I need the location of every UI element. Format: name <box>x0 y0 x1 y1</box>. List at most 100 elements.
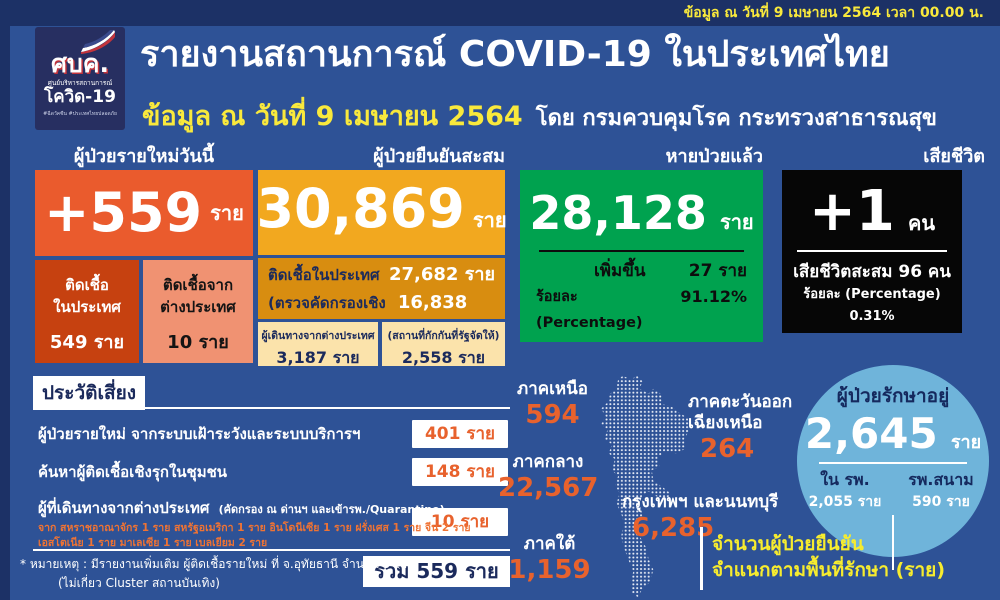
ccsa-logo: ศบค. ศูนย์บริหารสถานการณ์ โควิด-19 #ฉีดว… <box>35 27 125 130</box>
cumulative-unit: ราย <box>472 208 507 232</box>
deaths-pct-value: 0.31% <box>849 309 895 324</box>
recovered-pct-value: 91.12% <box>680 287 747 306</box>
travellers-value: 3,187 ราย <box>276 348 360 367</box>
recovered-pct-label: ร้อยละ (Percentage) <box>536 289 643 331</box>
treating-field-value: 590 ราย <box>912 494 970 510</box>
new-cases-main-box: +559 ราย <box>35 170 253 256</box>
thailand-dotted-map <box>601 375 690 598</box>
region-south: ภาคใต้ 1,159 <box>502 534 597 585</box>
recovered-value: 28,128 <box>529 186 707 240</box>
region-north-name: ภาคเหนือ <box>517 379 588 399</box>
treating-unit: ราย <box>950 432 982 453</box>
recovered-increase-label: เพิ่มขึ้น <box>594 261 646 281</box>
risk-row-travellers-label: ผู้ที่เดินทางจากต่างประเทศ (คัดกรอง ณ ด่… <box>38 499 445 517</box>
risk-heading-underline <box>144 407 510 409</box>
footnote-line2: (ไม่เกี่ยว Cluster สถานบันเทิง) <box>58 576 220 590</box>
deaths-cum-value: 96 คน <box>898 262 951 282</box>
region-northeast: ภาคตะวันออก เฉียงเหนือ 264 <box>688 392 828 464</box>
map-caption-line2: จำแนกตามพื้นที่รักษา (ราย) <box>712 559 946 581</box>
new-cases-unit: ราย <box>210 201 244 225</box>
risk-row-proactive-value: 148 ราย <box>412 458 508 486</box>
deaths-value: +1 <box>808 179 895 244</box>
region-bangkok: กรุงเทพฯ และนนทบุรี 6,285 <box>622 492 822 543</box>
subtitle-source: โดย กรมควบคุมโรค กระทรวงสาธารณสุข <box>535 106 937 131</box>
risk-total-divider <box>33 549 510 551</box>
deaths-card-header: เสียชีวิต <box>923 146 985 167</box>
risk-row-travellers-sublabel: (คัดกรอง ณ ด่านฯ และเข้ารพ./Quarantine) <box>218 503 445 516</box>
page-title: รายงานสถานการณ์ COVID-19 ในประเทศไทย <box>140 34 890 75</box>
treating-field-col: รพ.สนาม 590 ราย <box>893 468 989 512</box>
deaths-pct-label: ร้อยละ (Percentage) <box>803 287 941 302</box>
abroad-value: 10 ราย <box>167 332 229 353</box>
domestic-label-line1: ติดเชื้อ <box>65 276 109 294</box>
region-bangkok-name: กรุงเทพฯ และนนทบุรี <box>622 492 779 512</box>
state-quarantine-value: 2,558 ราย <box>401 348 486 367</box>
treating-hospital-value: 2,055 ราย <box>808 494 882 510</box>
deaths-unit: คน <box>907 211 936 235</box>
risk-row-proactive-label: ค้นหาผู้ติดเชื้อเชิงรุกในชุมชน <box>38 463 228 481</box>
state-quarantine-label: (สถานที่กักกันที่รัฐจัดให้) <box>387 330 500 342</box>
domestic-value: 549 ราย <box>49 332 125 353</box>
region-central-value: 22,567 <box>498 473 599 503</box>
subtitle-date: ข้อมูล ณ วันที่ 9 เมษายน 2564 <box>142 101 523 132</box>
region-north-value: 594 <box>525 400 580 430</box>
recovered-pct-row: ร้อยละ (Percentage) 91.12% <box>520 284 763 336</box>
deaths-box: +1 คน เสียชีวิตสะสม 96 คน ร้อยละ (Percen… <box>782 170 962 333</box>
abroad-infection-box: ติดเชื้อจาก ต่างประเทศ 10 ราย <box>143 260 253 363</box>
risk-row-surveillance-label: ผู้ป่วยรายใหม่ จากระบบเฝ้าระวังและระบบบร… <box>38 425 361 443</box>
travellers-detail-line2: เอสโตเนีย 1 ราย มาเลเซีย 1 ราย เบลเยียม … <box>38 537 268 549</box>
recovered-increase-row: เพิ่มขึ้น 27 ราย <box>520 258 763 284</box>
risk-total-badge: รวม 559 ราย <box>363 556 510 587</box>
travellers-detail-line1: จาก สหราชอาณาจักร 1 ราย สหรัฐอเมริกา 1 ร… <box>38 522 471 534</box>
cumulative-card-header: ผู้ป่วยยืนยันสะสม <box>373 146 505 167</box>
logo-abbr: ศบค. <box>51 49 109 78</box>
region-south-name: ภาคใต้ <box>523 534 576 554</box>
risk-row-travellers-value: 10 ราย <box>412 508 508 536</box>
cumulative-main-box: 30,869 ราย <box>256 170 507 255</box>
recovered-divider <box>539 250 744 252</box>
region-north: ภาคเหนือ 594 <box>505 379 600 430</box>
deaths-divider <box>797 250 947 252</box>
risk-row-surveillance-value: 401 ราย <box>412 420 508 448</box>
treating-header: ผู้ป่วยรักษาอยู่ <box>836 385 950 407</box>
treating-hospital-col: ใน รพ. 2,055 ราย <box>797 468 893 512</box>
flag-swoosh-icon <box>81 30 115 54</box>
region-northeast-name-line2: เฉียงเหนือ <box>688 413 763 433</box>
new-cases-value: +559 <box>44 181 203 244</box>
map-caption-bar <box>700 527 703 590</box>
treating-column-divider <box>892 515 894 570</box>
cumulative-detail-box: ติดเชื้อในประเทศ 27,682 ราย (ตรวจคัดกรอง… <box>258 258 505 340</box>
region-south-value: 1,159 <box>508 555 591 585</box>
travellers-label: ผู้เดินทางจากต่างประเทศ <box>261 330 375 342</box>
treating-divider <box>819 462 967 464</box>
state-quarantine-box: (สถานที่กักกันที่รัฐจัดให้) 2,558 ราย <box>382 322 505 367</box>
left-border-strip <box>0 0 10 600</box>
travellers-box: ผู้เดินทางจากต่างประเทศ 3,187 ราย <box>258 322 378 367</box>
map-caption-line1: จำนวนผู้ป่วยยืนยัน <box>712 533 864 555</box>
cumulative-domestic-row: ติดเชื้อในประเทศ 27,682 ราย <box>268 261 495 289</box>
risk-history-heading: ประวัติเสี่ยง <box>33 376 145 410</box>
region-northeast-name-line1: ภาคตะวันออก <box>688 392 793 412</box>
abroad-label-line1: ติดเชื้อจาก <box>162 276 234 294</box>
footnote-line1: * หมายเหตุ : มีรายงานเพิ่มเติม ผู้ติดเชื… <box>20 557 415 571</box>
region-central: ภาคกลาง 22,567 <box>498 452 598 503</box>
recovered-card-header: หายป่วยแล้ว <box>665 146 763 167</box>
region-northeast-value: 264 <box>700 434 755 464</box>
logo-org-name: ศูนย์บริหารสถานการณ์ <box>47 79 113 87</box>
treating-hospital-label: ใน รพ. <box>820 470 870 489</box>
logo-tagline: #ฉีดวัคซีน #ประเทศไทยปลอดภัย <box>43 110 117 117</box>
treating-circle: ผู้ป่วยรักษาอยู่ 2,645 ราย ใน รพ. 2,055 … <box>797 365 989 570</box>
map-caption: จำนวนผู้ป่วยยืนยัน จำแนกตามพื้นที่รักษา … <box>712 531 945 583</box>
treating-field-label: รพ.สนาม <box>908 470 974 489</box>
page-subtitle: ข้อมูล ณ วันที่ 9 เมษายน 2564 โดย กรมควบ… <box>142 94 992 137</box>
recovered-unit: ราย <box>719 210 754 234</box>
treating-value: 2,645 <box>804 409 938 458</box>
domestic-infection-box: ติดเชื้อ ในประเทศ 549 ราย <box>35 260 139 363</box>
region-central-name: ภาคกลาง <box>512 452 584 472</box>
cumulative-domestic-value: 27,682 ราย <box>388 264 495 285</box>
logo-covid-label: โควิด-19 <box>44 87 116 107</box>
recovered-increase-value: 27 ราย <box>688 261 747 281</box>
top-note: ข้อมูล ณ วันที่ 9 เมษายน 2564 เวลา 00.00… <box>683 5 984 21</box>
cumulative-value: 30,869 <box>256 177 465 240</box>
